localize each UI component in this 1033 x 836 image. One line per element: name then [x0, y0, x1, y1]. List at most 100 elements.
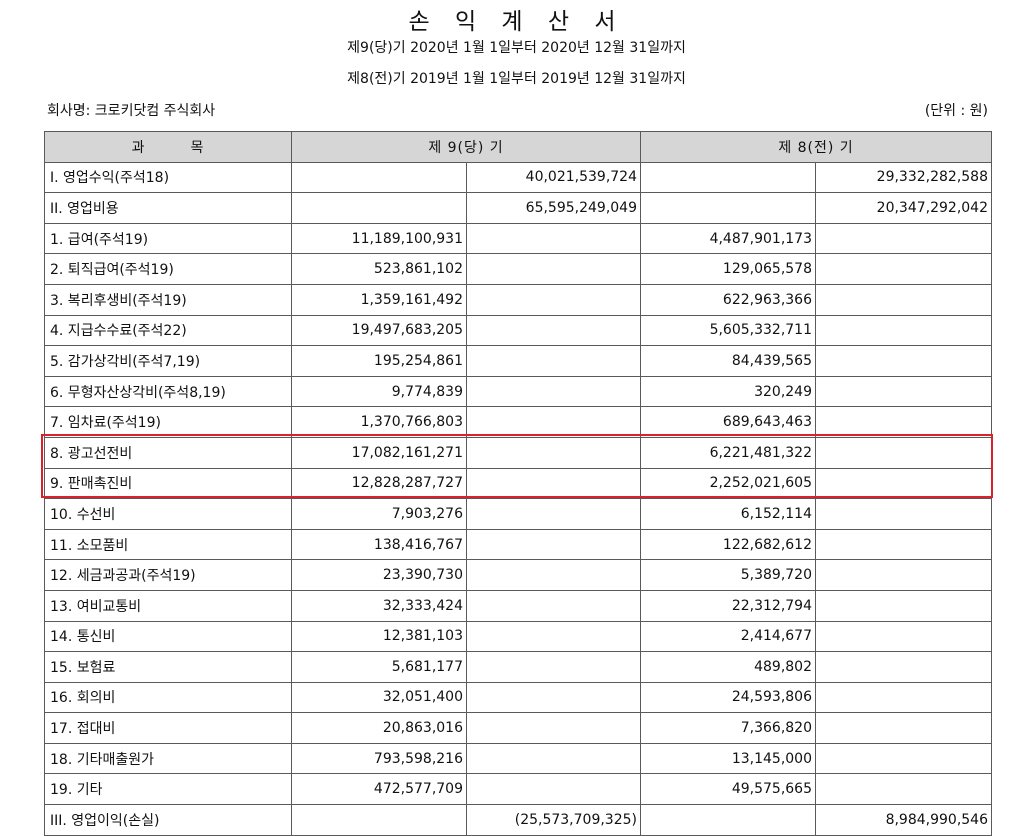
table-row: 9. 판매촉진비 12,828,287,727 2,252,021,605: [44, 467, 992, 500]
prior-detail-cell: 49,575,665: [640, 773, 816, 806]
account-cell: 4. 지급수수료(주석22): [44, 314, 292, 347]
current-total-cell: [466, 773, 641, 806]
current-total-cell: [466, 283, 641, 316]
prior-detail-cell: 4,487,901,173: [640, 222, 816, 255]
prior-total-cell: [815, 222, 992, 255]
account-cell: 8. 광고선전비: [44, 436, 292, 469]
account-cell: 16. 회의비: [44, 681, 292, 714]
table-row: 4. 지급수수료(주석22) 19,497,683,205 5,605,332,71…: [44, 314, 992, 347]
current-detail-cell: 12,828,287,727: [291, 467, 467, 500]
current-detail-cell: 195,254,861: [291, 345, 467, 377]
prior-total-cell: [815, 375, 992, 408]
prior-detail-cell: 24,593,806: [640, 681, 816, 714]
company-name: 회사명: 크로키닷컴 주식회사: [47, 103, 216, 119]
current-total-cell: [466, 620, 641, 653]
current-total-cell: [466, 712, 641, 744]
prior-detail-cell: 5,605,332,711: [640, 314, 816, 347]
current-detail-cell: [291, 192, 467, 224]
account-cell: II. 영업비용: [44, 192, 292, 224]
prior-total-cell: [815, 742, 992, 775]
table-header-row: 과 목 제 9(당) 기 제 8(전) 기: [44, 131, 992, 163]
prior-detail-cell: [640, 161, 816, 194]
current-detail-cell: 5,681,177: [291, 651, 467, 683]
prior-total-cell: [815, 253, 992, 285]
prior-total-cell: [815, 498, 992, 530]
account-cell: 11. 소모품비: [44, 528, 292, 561]
current-detail-cell: 32,051,400: [291, 681, 467, 714]
current-detail-cell: 17,082,161,271: [291, 436, 467, 469]
table-body: I. 영업수익(주석18) 40,021,539,724 29,332,282,58…: [44, 161, 992, 836]
table-row: 6. 무형자산상각비(주석8,19) 9,774,839 320,249: [44, 375, 992, 408]
table-row: 15. 보험료 5,681,177 489,802: [44, 651, 992, 683]
period-prior: 제8(전)기 2019년 1월 1일부터 2019년 12월 31일까지: [347, 71, 686, 87]
current-total-cell: [466, 559, 641, 591]
current-total-cell: [466, 253, 641, 285]
prior-total-cell: [815, 436, 992, 469]
table-row: 13. 여비교통비 32,333,424 22,312,794: [44, 589, 992, 622]
current-total-cell: [466, 589, 641, 622]
prior-detail-cell: 320,249: [640, 375, 816, 408]
prior-detail-cell: 84,439,565: [640, 345, 816, 377]
table-row: 18. 기타매출원가 793,598,216 13,145,000: [44, 742, 992, 775]
current-total-cell: [466, 681, 641, 714]
account-cell: 3. 복리후생비(주석19): [44, 283, 292, 316]
prior-detail-cell: [640, 192, 816, 224]
table-row: 14. 통신비 12,381,103 2,414,677: [44, 620, 992, 653]
account-cell: 13. 여비교통비: [44, 589, 292, 622]
prior-total-cell: [815, 681, 992, 714]
prior-total-cell: [815, 773, 992, 806]
unit-label: (단위 : 원): [924, 103, 988, 119]
prior-total-cell: [815, 345, 992, 377]
account-cell: 7. 임차료(주석19): [44, 406, 292, 438]
current-total-cell: [466, 436, 641, 469]
income-statement-table: 과 목 제 9(당) 기 제 8(전) 기 I. 영업수익(주석18) 40,02…: [44, 131, 992, 836]
current-detail-cell: 793,598,216: [291, 742, 467, 775]
current-total-cell: (25,573,709,325): [466, 804, 641, 836]
table-row: 3. 복리후생비(주석19) 1,359,161,492 622,963,366: [44, 283, 992, 316]
account-cell: I. 영업수익(주석18): [44, 161, 292, 194]
prior-detail-cell: 13,145,000: [640, 742, 816, 775]
table-row: 10. 수선비 7,903,276 6,152,114: [44, 498, 992, 530]
prior-total-cell: 20,347,292,042: [815, 192, 992, 224]
account-cell: 19. 기타: [44, 773, 292, 806]
table-row: 12. 세금과공과(주석19) 23,390,730 5,389,720: [44, 559, 992, 591]
account-cell: 6. 무형자산상각비(주석8,19): [44, 375, 292, 408]
prior-detail-cell: 622,963,366: [640, 283, 816, 316]
table-row: 16. 회의비 32,051,400 24,593,806: [44, 681, 992, 714]
prior-detail-cell: 689,643,463: [640, 406, 816, 438]
table-row: 1. 급여(주석19) 11,189,100,931 4,487,901,173: [44, 222, 992, 255]
account-cell: 12. 세금과공과(주석19): [44, 559, 292, 591]
current-detail-cell: 20,863,016: [291, 712, 467, 744]
account-cell: 5. 감가상각비(주석7,19): [44, 345, 292, 377]
current-total-cell: [466, 467, 641, 500]
current-detail-cell: 138,416,767: [291, 528, 467, 561]
account-cell: 9. 판매촉진비: [44, 467, 292, 500]
current-total-cell: [466, 742, 641, 775]
current-detail-cell: [291, 161, 467, 194]
current-total-cell: [466, 406, 641, 438]
prior-detail-cell: 7,366,820: [640, 712, 816, 744]
prior-total-cell: [815, 651, 992, 683]
current-detail-cell: 23,390,730: [291, 559, 467, 591]
current-total-cell: 65,595,249,049: [466, 192, 641, 224]
current-detail-cell: 523,861,102: [291, 253, 467, 285]
current-total-cell: [466, 528, 641, 561]
current-total-cell: 40,021,539,724: [466, 161, 641, 194]
prior-total-cell: [815, 589, 992, 622]
header-prior-period: 제 8(전) 기: [640, 131, 992, 163]
account-cell: 14. 통신비: [44, 620, 292, 653]
prior-total-cell: 29,332,282,588: [815, 161, 992, 194]
prior-total-cell: [815, 712, 992, 744]
current-detail-cell: 32,333,424: [291, 589, 467, 622]
prior-detail-cell: 6,152,114: [640, 498, 816, 530]
prior-detail-cell: 22,312,794: [640, 589, 816, 622]
table-row: III. 영업이익(손실) (25,573,709,325) 8,984,990,5…: [44, 804, 992, 836]
prior-detail-cell: 122,682,612: [640, 528, 816, 561]
period-current: 제9(당)기 2020년 1월 1일부터 2020년 12월 31일까지: [347, 40, 686, 56]
prior-detail-cell: 5,389,720: [640, 559, 816, 591]
current-total-cell: [466, 498, 641, 530]
account-cell: 1. 급여(주석19): [44, 222, 292, 255]
header-current-period: 제 9(당) 기: [291, 131, 641, 163]
account-cell: 18. 기타매출원가: [44, 742, 292, 775]
current-detail-cell: 1,370,766,803: [291, 406, 467, 438]
